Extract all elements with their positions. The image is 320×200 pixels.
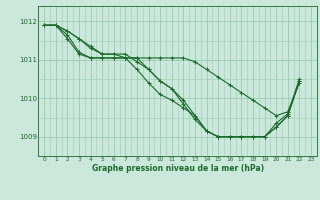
X-axis label: Graphe pression niveau de la mer (hPa): Graphe pression niveau de la mer (hPa) <box>92 164 264 173</box>
